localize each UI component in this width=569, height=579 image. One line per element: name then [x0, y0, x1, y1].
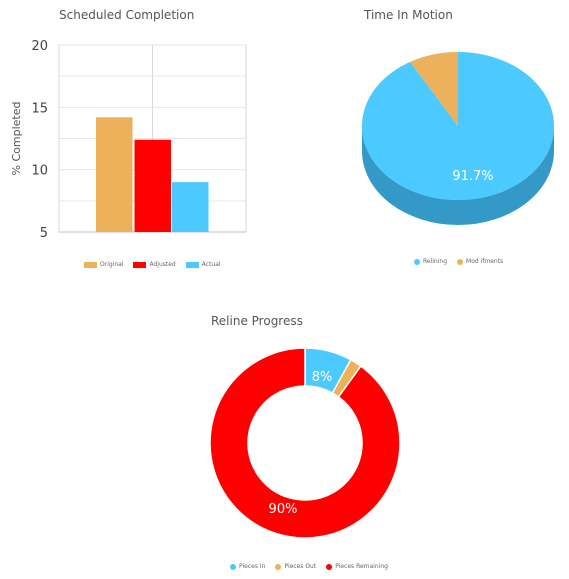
legend-label: Relining: [423, 258, 448, 265]
pie-chart-svg: 91.7%: [362, 52, 554, 225]
legend-label: Adjusted: [149, 261, 176, 268]
donut-legend: Pieces In Pieces Out Pieces Remaining: [230, 563, 388, 570]
legend-item: Pieces Out: [275, 563, 316, 570]
pie-slice: [362, 52, 554, 201]
bar: [96, 117, 133, 232]
bar: [172, 182, 209, 232]
bar-legend: Original Adjusted Actual: [84, 261, 221, 268]
legend-swatch: [133, 261, 147, 268]
donut-chart-svg: 8% 90%: [209, 347, 401, 539]
legend-swatch: [326, 563, 333, 570]
legend-label: Mod ifments: [466, 258, 504, 265]
legend-item: Pieces Remaining: [326, 563, 388, 570]
y-tick-label: 10: [31, 164, 48, 179]
y-tick-label: 5: [40, 226, 48, 241]
y-tick-label: 15: [31, 101, 48, 116]
legend-label: Pieces In: [239, 563, 266, 570]
legend-label: Pieces Out: [284, 563, 317, 570]
donut-data-label: 90%: [269, 502, 298, 517]
pie-slice: [410, 52, 458, 126]
reline-progress-chart: Reline Progress 8% 90% Pieces In Pieces Ou…: [150, 305, 460, 579]
pie-slice-side: [362, 126, 554, 225]
legend-swatch: [275, 563, 282, 570]
legend-swatch: [84, 261, 97, 268]
chart-title: Reline Progress: [211, 314, 303, 328]
legend-item: Mod ifments: [457, 258, 503, 265]
bar: [134, 139, 171, 232]
legend-label: Actual: [201, 261, 221, 268]
y-axis-label: % Completed: [10, 102, 23, 176]
legend-item: Relining: [414, 258, 447, 265]
legend-label: Original: [100, 261, 124, 268]
pie-data-label: 91.7%: [452, 169, 493, 184]
legend-swatch: [230, 563, 236, 570]
legend-item: Pieces In: [230, 563, 265, 570]
time-in-motion-chart: Time In Motion 91.7% Relining Mod ifments: [340, 0, 569, 280]
legend-item: Original: [84, 261, 123, 268]
pie-legend: Relining Mod ifments: [414, 258, 503, 265]
donut-data-label: 8%: [312, 370, 333, 385]
donut-slice: [209, 347, 401, 539]
legend-swatch: [185, 261, 199, 268]
bar-chart-svg: 5 10 15 20 % Completed: [10, 39, 247, 241]
chart-title: Scheduled Completion: [59, 8, 195, 22]
legend-label: Pieces Remaining: [335, 563, 388, 570]
scheduled-completion-chart: Scheduled Completion 5 10 15 20% Completed …: [0, 0, 280, 280]
legend-item: Adjusted: [133, 261, 176, 268]
legend-swatch: [457, 258, 464, 265]
chart-title: Time In Motion: [364, 8, 453, 22]
legend-item: Actual: [185, 261, 221, 268]
y-tick-label: 20: [31, 39, 48, 54]
legend-swatch: [414, 258, 420, 265]
